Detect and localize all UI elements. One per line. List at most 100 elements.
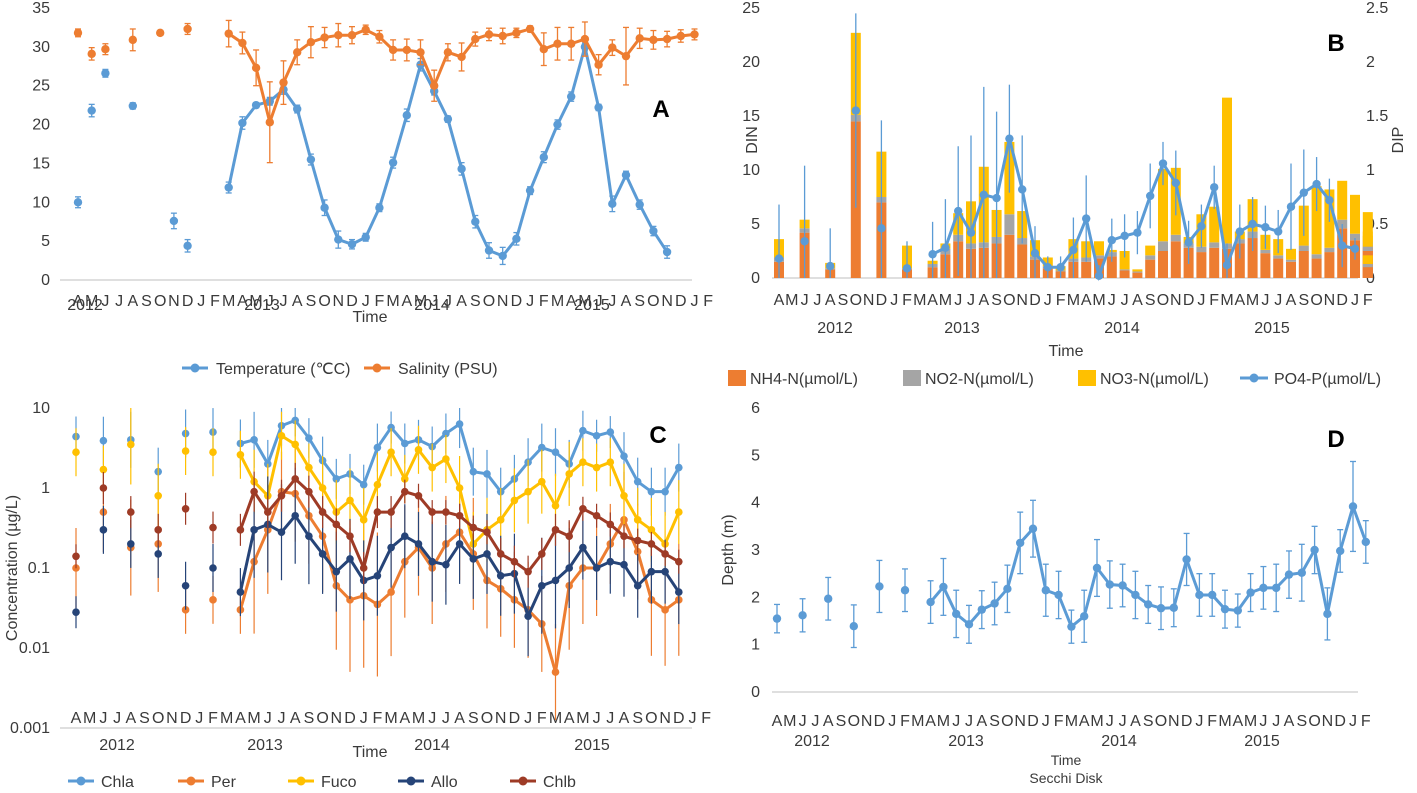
x-month-label: F	[1207, 713, 1217, 730]
y-tick-label: 10	[32, 194, 50, 211]
data-point-chla	[291, 416, 300, 425]
y-tick-label: 20	[32, 117, 50, 134]
x-month-label: A	[774, 292, 785, 309]
secchi-point	[1118, 581, 1127, 590]
legend-swatch	[903, 370, 921, 386]
x-month-label: S	[836, 713, 847, 730]
data-point-salinity	[347, 31, 357, 40]
x-year-label: 2015	[1254, 320, 1290, 337]
po4-point	[1350, 244, 1360, 254]
x-month-label: D	[1181, 713, 1193, 730]
data-point-temperature	[498, 251, 507, 261]
no2-bar	[1298, 245, 1309, 251]
secchi-point	[1080, 612, 1089, 621]
data-point-allo	[428, 557, 437, 566]
nh4-bar	[1106, 256, 1117, 278]
x-month-label: A	[1232, 713, 1243, 730]
secchi-point	[1284, 570, 1294, 579]
data-point-per	[387, 588, 395, 596]
legend-entry: PO4-P(µmol/L)	[1274, 371, 1381, 388]
data-point-salinity	[128, 35, 137, 45]
data-point-chlb	[127, 508, 135, 516]
x-month-label: J	[1106, 713, 1114, 730]
data-point-chlb	[209, 523, 217, 532]
data-point-chla	[592, 431, 601, 440]
y-tick-label: 0.1	[28, 560, 50, 577]
data-point-temperature	[567, 92, 576, 101]
x-month-label: A	[1234, 292, 1245, 309]
po4-point	[1312, 179, 1321, 189]
data-point-chlb	[99, 484, 108, 492]
data-point-fuco	[579, 458, 587, 467]
x-month-label: N	[1324, 292, 1336, 309]
y2-tick-label: 1.5	[1366, 108, 1388, 125]
data-point-chlb	[455, 511, 464, 520]
x-year-label: 2013	[948, 733, 984, 750]
x-month-label: S	[632, 710, 643, 727]
nh4-bar	[1298, 251, 1309, 278]
nh4-bar	[1324, 252, 1335, 278]
x-month-label: S	[838, 292, 849, 309]
data-point-fuco	[209, 448, 217, 457]
data-point-fuco	[442, 455, 450, 463]
x-axis-title: Time	[353, 309, 388, 326]
po4-point	[1248, 219, 1257, 229]
data-point-allo	[346, 555, 354, 563]
nh4-bar	[1209, 247, 1220, 278]
no2-bar	[1170, 234, 1181, 242]
x-month-label: J	[430, 293, 438, 310]
no3-bar	[1209, 206, 1220, 243]
data-point-chlb	[633, 536, 642, 545]
no3-bar	[1094, 241, 1104, 256]
secchi-point	[939, 582, 948, 592]
data-point-salinity	[293, 48, 302, 57]
x-month-label: F	[537, 710, 547, 727]
y-axis-title: DIN	[744, 126, 761, 154]
x-month-label: J	[444, 293, 452, 310]
legend-swatch-marker	[518, 776, 528, 786]
data-point-temperature	[183, 241, 192, 251]
x-month-label: F	[210, 293, 220, 310]
data-point-chlb	[373, 508, 382, 516]
secchi-point	[849, 622, 858, 631]
data-point-fuco	[127, 440, 135, 449]
x-month-label: J	[1261, 292, 1269, 309]
y-tick-label: 0	[41, 272, 50, 289]
data-point-chlb	[579, 504, 587, 513]
x-month-label: S	[470, 293, 481, 310]
secchi-point	[1259, 583, 1268, 593]
x-month-label: M	[222, 293, 235, 310]
secchi-point	[1336, 546, 1345, 556]
x-month-label: D	[874, 713, 886, 730]
data-point-allo	[483, 550, 491, 558]
data-point-chla	[661, 487, 669, 496]
x-month-label: J	[1042, 713, 1050, 730]
x-month-label: N	[659, 710, 671, 727]
no2-bar	[1324, 247, 1335, 253]
data-point-salinity	[306, 37, 316, 47]
x-month-label: N	[661, 293, 673, 310]
data-point-fuco	[387, 448, 395, 457]
x-month-label: M	[1246, 292, 1259, 309]
data-point-fuco	[551, 501, 560, 510]
x-month-label: M	[1092, 292, 1105, 309]
y-tick-label: 25	[742, 0, 760, 17]
x-month-label: F	[375, 293, 385, 310]
x-month-label: J	[606, 710, 614, 727]
data-point-chlb	[428, 508, 437, 516]
y2-tick-label: 2.5	[1366, 0, 1388, 17]
x-month-label: F	[208, 710, 218, 727]
x-month-label: F	[539, 293, 549, 310]
x-month-label: O	[1003, 292, 1015, 309]
po4-point	[941, 243, 950, 252]
x-month-label: S	[139, 710, 150, 727]
x-month-label: J	[1119, 713, 1127, 730]
data-point-chlb	[154, 526, 162, 534]
x-month-label: A	[1081, 292, 1092, 309]
data-point-salinity	[416, 48, 425, 57]
data-point-chlb	[387, 508, 395, 516]
data-point-chla	[455, 420, 464, 428]
data-point-chla	[675, 463, 683, 472]
x-month-label: J	[1044, 292, 1052, 309]
